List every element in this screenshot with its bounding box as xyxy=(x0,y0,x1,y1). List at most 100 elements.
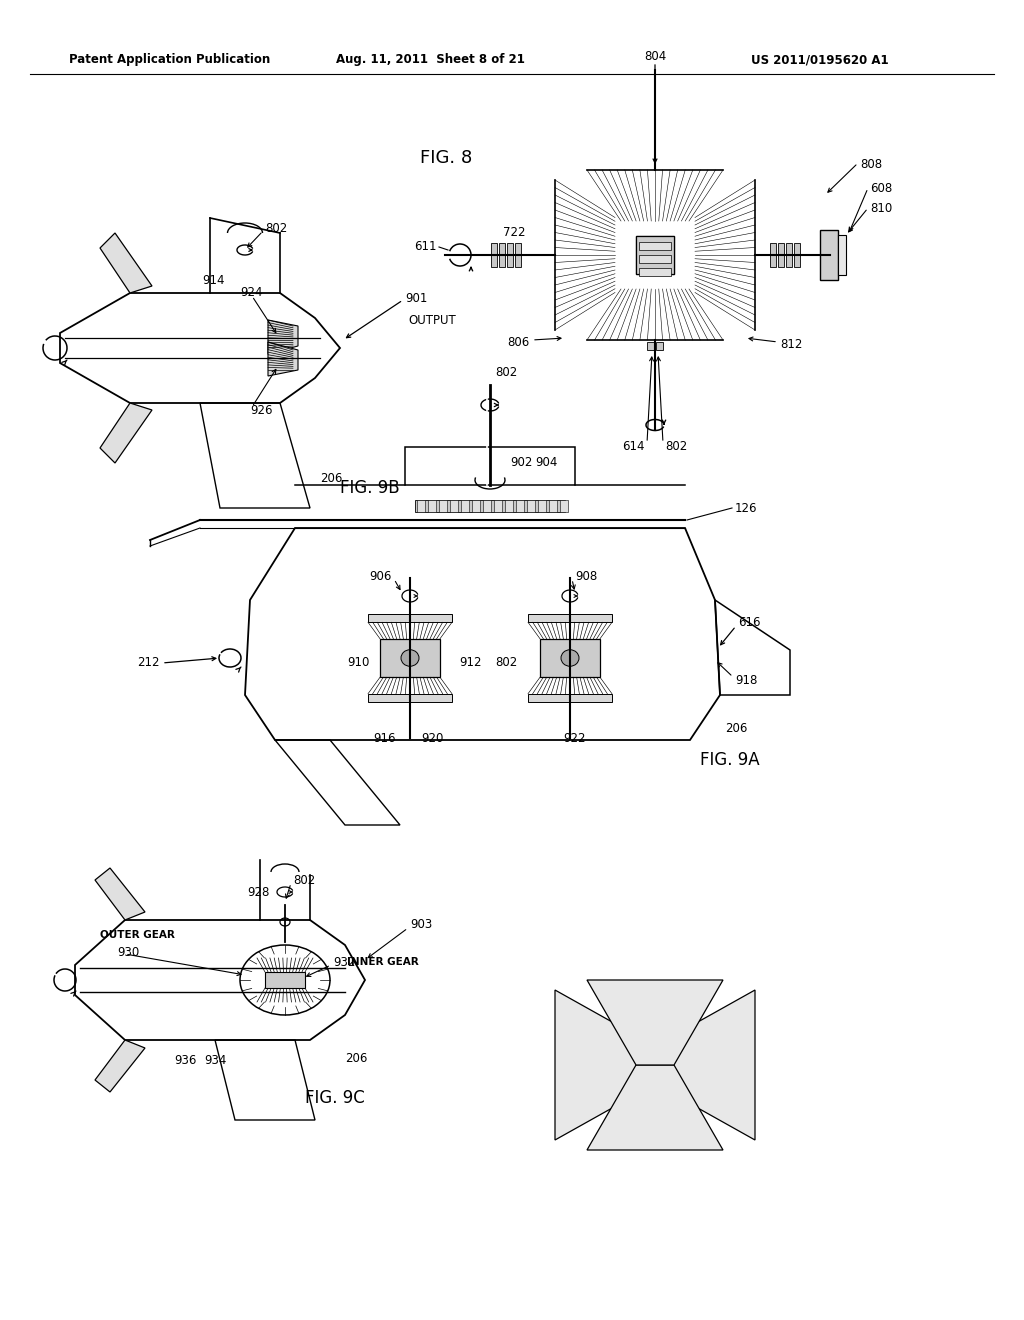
Text: 936: 936 xyxy=(174,1053,197,1067)
Bar xyxy=(461,500,469,512)
Bar xyxy=(472,500,480,512)
Bar xyxy=(838,235,846,275)
Bar xyxy=(638,239,672,249)
Text: 808: 808 xyxy=(860,158,882,172)
Bar xyxy=(368,694,452,702)
Text: 908: 908 xyxy=(575,569,597,582)
Polygon shape xyxy=(587,1065,723,1150)
Text: 806: 806 xyxy=(508,337,530,350)
Text: FIG. 8: FIG. 8 xyxy=(420,149,472,168)
Bar xyxy=(499,243,505,267)
Text: FIG. 9C: FIG. 9C xyxy=(305,1089,365,1107)
Text: 926: 926 xyxy=(250,404,272,417)
Text: 802: 802 xyxy=(495,366,517,379)
Bar xyxy=(406,447,575,484)
Text: 812: 812 xyxy=(780,338,803,351)
Bar xyxy=(450,500,458,512)
Text: 922: 922 xyxy=(564,731,587,744)
Polygon shape xyxy=(100,403,152,463)
Polygon shape xyxy=(555,990,655,1140)
Text: 903: 903 xyxy=(410,919,432,932)
Text: 902: 902 xyxy=(510,455,532,469)
Bar xyxy=(527,500,535,512)
Text: 802: 802 xyxy=(265,222,288,235)
Text: 924: 924 xyxy=(240,286,262,300)
Text: 906: 906 xyxy=(370,569,392,582)
Bar xyxy=(380,639,440,677)
Bar xyxy=(560,500,568,512)
Bar xyxy=(647,342,654,350)
Bar xyxy=(549,500,557,512)
Text: Patent Application Publication: Patent Application Publication xyxy=(70,54,270,66)
Text: 206: 206 xyxy=(345,1052,368,1064)
Bar xyxy=(638,251,672,261)
Bar xyxy=(794,243,800,267)
Bar xyxy=(786,243,792,267)
Bar xyxy=(505,500,513,512)
Bar xyxy=(417,500,425,512)
Bar xyxy=(368,614,452,622)
Text: 804: 804 xyxy=(644,50,667,63)
Bar xyxy=(770,243,776,267)
Bar xyxy=(528,614,612,622)
Ellipse shape xyxy=(561,649,579,667)
Text: 212: 212 xyxy=(137,656,160,669)
Text: 614: 614 xyxy=(623,441,645,454)
Text: 611: 611 xyxy=(415,240,437,253)
Text: OUTER GEAR: OUTER GEAR xyxy=(100,931,175,940)
Text: 914: 914 xyxy=(203,273,225,286)
Text: 722: 722 xyxy=(503,227,525,239)
Bar xyxy=(516,500,524,512)
Bar xyxy=(540,639,600,677)
Text: FIG. 9A: FIG. 9A xyxy=(700,751,760,770)
Bar xyxy=(490,243,497,267)
Bar xyxy=(638,263,672,273)
Text: 802: 802 xyxy=(293,874,315,887)
Text: 932: 932 xyxy=(333,956,355,969)
Text: 930: 930 xyxy=(117,945,139,958)
Polygon shape xyxy=(95,869,145,920)
Text: 918: 918 xyxy=(735,673,758,686)
Bar xyxy=(265,972,305,987)
Bar xyxy=(538,500,546,512)
Bar xyxy=(636,236,674,275)
Bar xyxy=(636,236,674,275)
Polygon shape xyxy=(655,990,755,1140)
Polygon shape xyxy=(587,979,723,1065)
Text: 206: 206 xyxy=(319,471,342,484)
Bar xyxy=(639,242,671,249)
Bar xyxy=(483,500,490,512)
Text: 920: 920 xyxy=(421,731,443,744)
Bar xyxy=(415,500,565,512)
Text: 901: 901 xyxy=(406,292,427,305)
Text: 916: 916 xyxy=(374,731,396,744)
Bar xyxy=(494,500,502,512)
Bar xyxy=(507,243,513,267)
Bar xyxy=(639,268,671,276)
Text: OUTPUT: OUTPUT xyxy=(408,314,456,326)
Ellipse shape xyxy=(401,649,419,667)
Text: FIG. 9B: FIG. 9B xyxy=(340,479,399,498)
Text: 912: 912 xyxy=(460,656,482,669)
Bar xyxy=(656,342,663,350)
Text: 608: 608 xyxy=(870,181,892,194)
Text: Aug. 11, 2011  Sheet 8 of 21: Aug. 11, 2011 Sheet 8 of 21 xyxy=(336,54,524,66)
Bar xyxy=(515,243,521,267)
Text: 928: 928 xyxy=(248,886,270,899)
Polygon shape xyxy=(268,342,298,376)
Polygon shape xyxy=(100,234,152,293)
Text: 810: 810 xyxy=(870,202,892,214)
Text: 934: 934 xyxy=(204,1053,226,1067)
Bar xyxy=(778,243,784,267)
Text: INNER GEAR: INNER GEAR xyxy=(347,957,419,968)
Text: 616: 616 xyxy=(738,616,761,630)
Bar xyxy=(528,694,612,702)
Polygon shape xyxy=(95,1040,145,1092)
Polygon shape xyxy=(268,319,298,354)
Text: US 2011/0195620 A1: US 2011/0195620 A1 xyxy=(752,54,889,66)
Bar xyxy=(439,500,447,512)
Text: 802: 802 xyxy=(665,441,687,454)
Text: 206: 206 xyxy=(725,722,748,734)
Bar xyxy=(820,230,838,280)
Text: 126: 126 xyxy=(735,502,758,515)
